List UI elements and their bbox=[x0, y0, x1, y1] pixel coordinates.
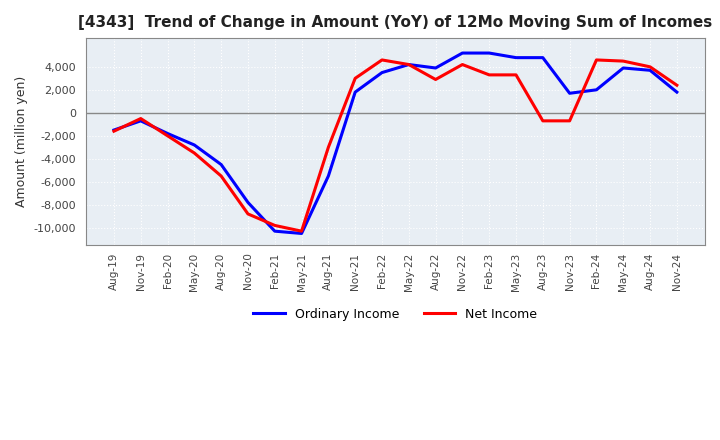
Net Income bbox=[565, 118, 574, 124]
Line: Net Income: Net Income bbox=[114, 60, 677, 231]
Ordinary Income bbox=[297, 231, 306, 236]
Net Income bbox=[539, 118, 547, 124]
Net Income bbox=[512, 72, 521, 77]
Net Income bbox=[619, 59, 628, 64]
Net Income bbox=[378, 57, 387, 62]
Net Income bbox=[163, 133, 172, 139]
Net Income bbox=[405, 62, 413, 67]
Ordinary Income bbox=[485, 51, 493, 56]
Ordinary Income bbox=[136, 118, 145, 124]
Ordinary Income bbox=[351, 89, 359, 95]
Ordinary Income bbox=[109, 128, 118, 133]
Ordinary Income bbox=[190, 142, 199, 147]
Net Income bbox=[458, 62, 467, 67]
Ordinary Income bbox=[512, 55, 521, 60]
Net Income bbox=[297, 228, 306, 234]
Net Income bbox=[243, 211, 252, 216]
Ordinary Income bbox=[243, 200, 252, 205]
Ordinary Income bbox=[592, 87, 600, 92]
Ordinary Income bbox=[271, 228, 279, 234]
Ordinary Income bbox=[163, 131, 172, 136]
Net Income bbox=[136, 116, 145, 121]
Ordinary Income bbox=[405, 62, 413, 67]
Net Income bbox=[485, 72, 493, 77]
Net Income bbox=[672, 83, 681, 88]
Title: [4343]  Trend of Change in Amount (YoY) of 12Mo Moving Sum of Incomes: [4343] Trend of Change in Amount (YoY) o… bbox=[78, 15, 713, 30]
Ordinary Income bbox=[646, 68, 654, 73]
Net Income bbox=[592, 57, 600, 62]
Y-axis label: Amount (million yen): Amount (million yen) bbox=[15, 76, 28, 207]
Ordinary Income bbox=[458, 51, 467, 56]
Net Income bbox=[271, 223, 279, 228]
Net Income bbox=[646, 64, 654, 70]
Ordinary Income bbox=[378, 70, 387, 75]
Ordinary Income bbox=[324, 173, 333, 179]
Net Income bbox=[217, 173, 225, 179]
Ordinary Income bbox=[619, 66, 628, 71]
Legend: Ordinary Income, Net Income: Ordinary Income, Net Income bbox=[248, 303, 542, 326]
Net Income bbox=[431, 77, 440, 82]
Net Income bbox=[351, 76, 359, 81]
Line: Ordinary Income: Ordinary Income bbox=[114, 53, 677, 234]
Ordinary Income bbox=[217, 162, 225, 167]
Net Income bbox=[190, 150, 199, 156]
Ordinary Income bbox=[565, 91, 574, 96]
Net Income bbox=[109, 128, 118, 134]
Net Income bbox=[324, 145, 333, 150]
Ordinary Income bbox=[431, 66, 440, 71]
Ordinary Income bbox=[672, 89, 681, 95]
Ordinary Income bbox=[539, 55, 547, 60]
